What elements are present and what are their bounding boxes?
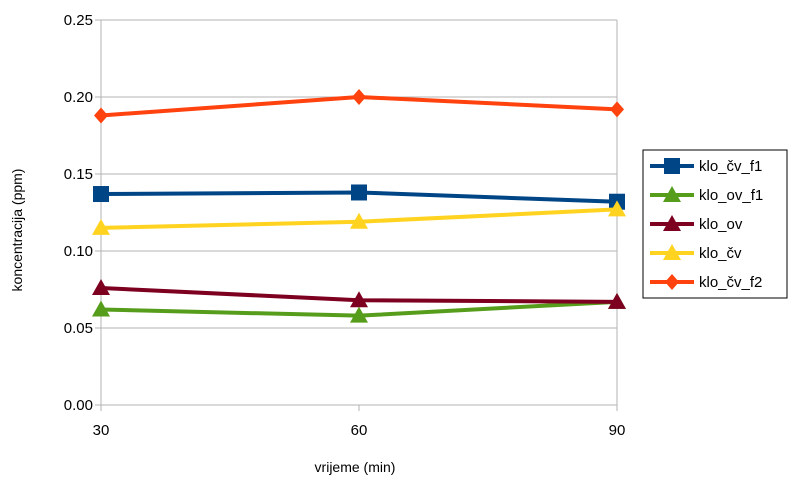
y-tick-label: 0.10: [64, 243, 93, 260]
series-klo-v-f1: [93, 184, 625, 210]
legend: klo_čv_f1 klo_ov_f1 klo_ov klo_čv klo_čv_f2: [642, 149, 788, 299]
data-point: [92, 300, 110, 317]
y-tick-label: 0.25: [64, 12, 93, 29]
y-axis-ticks: 0.00 0.05 0.10 0.15 0.20 0.25: [64, 12, 93, 414]
data-point: [350, 291, 368, 308]
data-point: [351, 184, 367, 201]
data-point: [350, 306, 368, 323]
legend-label: klo_čv_f2: [699, 274, 762, 291]
legend-swatch-marker: [663, 215, 681, 231]
y-tick-label: 0.00: [64, 397, 93, 414]
plot-series: [92, 89, 626, 323]
data-point: [92, 278, 110, 295]
legend-label: klo_čv: [699, 245, 742, 262]
data-point: [610, 101, 624, 118]
x-tick-label: 90: [609, 422, 626, 439]
legend-label: klo_ov_f1: [699, 187, 763, 204]
x-axis-title: vrijeme (min): [315, 459, 396, 475]
y-tick-label: 0.20: [64, 89, 93, 106]
x-tick-label: 60: [351, 422, 368, 439]
y-tick-label: 0.15: [64, 166, 93, 183]
x-tick-label: 30: [93, 422, 110, 439]
data-point: [352, 89, 366, 105]
y-tick-label: 0.05: [64, 320, 93, 337]
data-point: [94, 107, 108, 124]
legend-label: klo_čv_f1: [699, 158, 762, 175]
series-klo-v-f2: [94, 89, 624, 124]
legend-swatch-marker: [665, 274, 679, 290]
legend-label: klo_ov: [699, 216, 743, 233]
y-axis-title: koncentracija (ppm): [9, 169, 25, 292]
series-klo-ov: [92, 278, 626, 309]
legend-swatch-marker: [663, 244, 681, 260]
x-axis-ticks: 30 60 90: [93, 422, 626, 439]
legend-swatch-marker: [663, 186, 681, 202]
data-point: [93, 186, 109, 203]
grid-lines: [95, 19, 618, 411]
data-point: [92, 218, 110, 235]
data-point: [350, 212, 368, 229]
data-point: [608, 292, 626, 309]
series-klo-v: [92, 200, 626, 235]
legend-swatch-marker: [664, 158, 680, 174]
data-point: [608, 200, 626, 217]
